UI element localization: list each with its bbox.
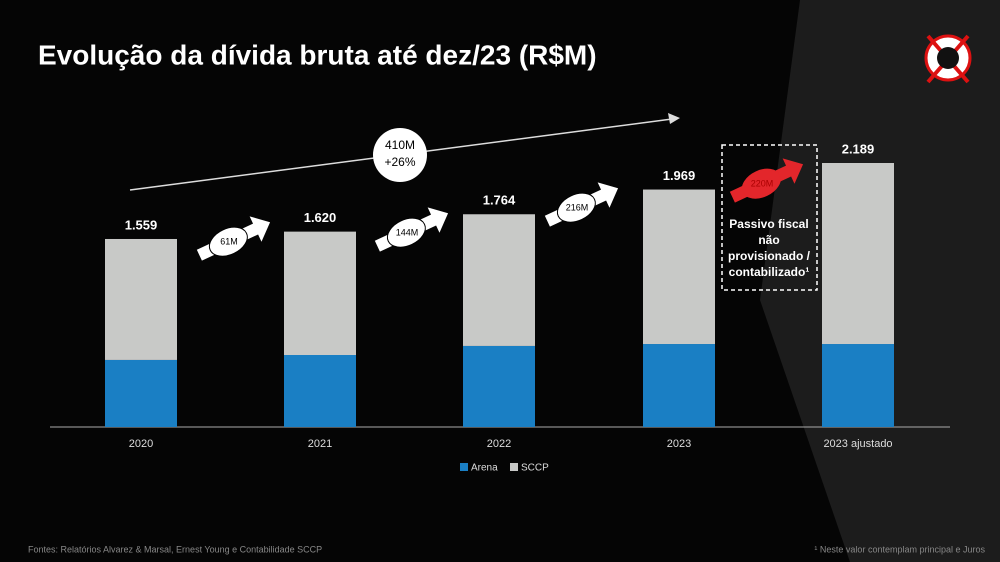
- step-arrow: [196, 216, 271, 261]
- total-label: 1.559: [125, 217, 158, 232]
- legend-swatch: [460, 463, 468, 471]
- step-badge: [386, 217, 426, 248]
- note-line: não: [758, 233, 779, 247]
- step-badge: [741, 168, 781, 199]
- growth-badge: [373, 128, 427, 182]
- step-arrow: [544, 182, 619, 227]
- footnote: ¹ Neste valor contemplam principal e Jur…: [814, 544, 985, 554]
- logo: [924, 34, 972, 84]
- growth-arrowhead: [668, 113, 680, 124]
- bar-segment: [105, 359, 177, 427]
- x-tick-label: 2023: [667, 438, 691, 450]
- x-tick-label: 2020: [129, 438, 153, 450]
- bar-segment: [822, 163, 894, 345]
- total-label: 1.764: [483, 193, 516, 208]
- legend-swatch: [510, 463, 518, 471]
- bar-segment: [105, 238, 177, 360]
- x-tick-label: 2021: [308, 438, 332, 450]
- step-badge: [556, 192, 596, 223]
- step-arrow: [729, 158, 804, 203]
- note-line: contabilizado¹: [729, 265, 810, 279]
- step-arrow: [374, 207, 449, 252]
- bar-segment: [284, 355, 356, 427]
- bar-segment: [463, 214, 535, 346]
- source: Fontes: Relatórios Alvarez & Marsal, Ern…: [28, 544, 322, 554]
- total-label: 1.620: [304, 210, 337, 225]
- note-box: [721, 144, 818, 291]
- note-line: provisionado /: [728, 249, 811, 263]
- step-label: 144M: [396, 227, 419, 237]
- x-tick-label: 2023 ajustado: [823, 438, 892, 450]
- legend-label: SCCP: [521, 463, 549, 474]
- growth-percent: +26%: [384, 155, 415, 169]
- bar-segment: [463, 345, 535, 427]
- bar-segment: [643, 189, 715, 345]
- legend-label: Arena: [471, 463, 498, 474]
- note-line: Passivo fiscal: [729, 217, 808, 231]
- bar-segment: [284, 231, 356, 355]
- x-tick-label: 2022: [487, 438, 511, 450]
- chart-title: Evolução da dívida bruta até dez/23 (R$M…: [38, 39, 597, 70]
- step-badge: [208, 226, 248, 257]
- bar-segment: [822, 344, 894, 427]
- bar-segment: [643, 344, 715, 427]
- total-label: 1.969: [663, 168, 696, 183]
- step-label: 220M: [751, 178, 774, 188]
- total-label: 2.189: [842, 141, 875, 156]
- growth-amount: 410M: [385, 138, 415, 152]
- step-label: 61M: [220, 236, 238, 246]
- step-label: 216M: [566, 202, 589, 212]
